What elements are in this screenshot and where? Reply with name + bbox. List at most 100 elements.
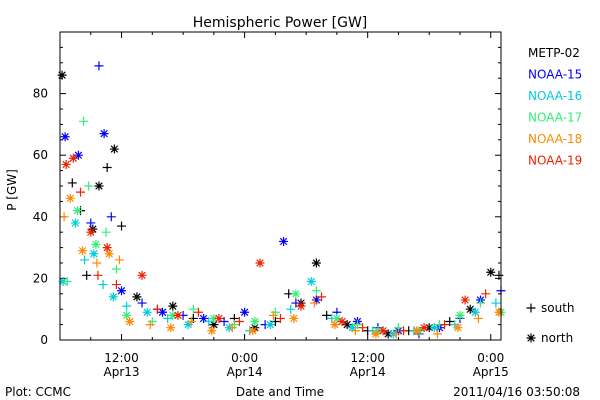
data-point [78, 246, 88, 256]
data-point [311, 258, 321, 268]
data-point [132, 292, 142, 302]
data-point [279, 236, 289, 246]
data-points [57, 61, 506, 339]
legend-item: NOAA-16 [528, 89, 582, 103]
data-point [99, 129, 109, 139]
data-point [311, 295, 321, 305]
data-point [82, 270, 92, 280]
data-point [473, 313, 483, 323]
data-point [163, 313, 173, 323]
data-point [486, 267, 496, 277]
data-point [286, 304, 296, 314]
data-point [199, 313, 209, 323]
data-point [419, 323, 429, 333]
data-point [296, 301, 306, 311]
data-point [347, 323, 357, 333]
data-point [108, 292, 118, 302]
data-point [145, 320, 155, 330]
data-point [265, 320, 275, 330]
data-point [440, 320, 450, 330]
data-point [234, 317, 244, 327]
y-tick-label: 0 [40, 333, 48, 347]
data-point [291, 289, 301, 299]
data-point [250, 323, 260, 333]
data-point [125, 317, 135, 327]
footer-plot-credit: Plot: CCMC [5, 385, 71, 399]
data-point [289, 313, 299, 323]
data-point [73, 150, 83, 160]
data-point [248, 326, 258, 336]
data-point [481, 289, 491, 299]
x-tick-time-label: 0:00 [477, 351, 504, 365]
data-point [158, 307, 168, 317]
data-point [432, 329, 442, 339]
legend-item: NOAA-19 [528, 154, 582, 168]
data-point [86, 227, 96, 237]
data-point [101, 227, 111, 237]
x-axis-label: Date and Time [236, 385, 324, 399]
data-point [168, 310, 178, 320]
legend-marker-north: north [526, 331, 573, 345]
y-tick-label: 40 [33, 210, 48, 224]
data-point [475, 298, 485, 308]
x-tick-date-label: Apr15 [473, 365, 509, 379]
data-point [276, 313, 285, 323]
data-point [142, 307, 152, 317]
data-point [65, 193, 75, 203]
data-point [60, 132, 70, 142]
data-point [106, 212, 116, 222]
data-point [268, 310, 278, 320]
plot-frame [59, 31, 502, 341]
legend-item: NOAA-18 [528, 132, 582, 146]
data-point [209, 320, 219, 330]
data-point [330, 320, 340, 330]
y-axis-label: P [GW] [5, 169, 19, 211]
data-point [445, 317, 455, 327]
data-point [494, 270, 504, 280]
data-point [378, 326, 388, 336]
data-point [240, 307, 250, 317]
legend-marker-south: south [526, 301, 575, 315]
data-point [72, 206, 82, 216]
legend-item: NOAA-17 [528, 111, 582, 125]
data-point [455, 310, 465, 320]
x-tick-time-label: 0:00 [231, 351, 258, 365]
data-point [88, 224, 98, 234]
data-point [399, 326, 409, 336]
data-point [61, 159, 71, 169]
data-point [137, 298, 147, 308]
data-point [309, 298, 319, 308]
data-point [92, 258, 102, 268]
data-point [68, 153, 78, 163]
data-point [332, 313, 342, 323]
data-point [57, 70, 67, 80]
data-point [117, 221, 127, 231]
data-point [104, 249, 114, 259]
data-point [80, 255, 90, 265]
y-tick-label: 20 [33, 271, 48, 285]
legend-marker-label: south [541, 301, 575, 315]
data-point [111, 264, 121, 274]
data-point [188, 304, 198, 314]
data-point [393, 323, 403, 333]
data-point [186, 317, 196, 327]
chart-title: Hemispheric Power [GW] [193, 15, 368, 31]
data-point [98, 280, 108, 290]
data-point [94, 181, 104, 191]
legend-marker-label: north [541, 331, 573, 345]
data-point [193, 307, 203, 317]
data-point [358, 323, 368, 333]
data-point [59, 212, 69, 222]
data-point [209, 313, 219, 323]
data-point [453, 323, 463, 333]
data-point [122, 301, 132, 311]
data-point [166, 323, 176, 333]
data-point [270, 317, 280, 327]
data-point [214, 313, 224, 323]
data-point [412, 326, 422, 336]
data-point [67, 178, 77, 188]
x-tick-time-label: 12:00 [350, 351, 385, 365]
data-point [93, 270, 103, 280]
data-point [373, 326, 383, 336]
